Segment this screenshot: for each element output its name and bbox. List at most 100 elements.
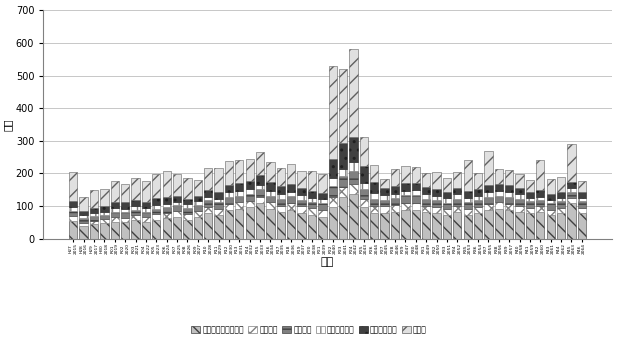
Bar	[391, 198, 399, 205]
Bar	[80, 223, 88, 226]
Bar	[184, 214, 192, 220]
Bar	[225, 197, 233, 204]
Bar	[329, 66, 337, 159]
Bar	[381, 206, 389, 213]
Bar	[132, 200, 140, 206]
Bar	[297, 195, 306, 199]
Bar	[567, 182, 575, 188]
Bar	[494, 196, 503, 203]
Bar	[318, 204, 326, 210]
Y-axis label: 億円: 億円	[3, 118, 13, 131]
Bar	[287, 196, 295, 203]
Bar	[536, 212, 544, 239]
Bar	[329, 178, 337, 186]
Bar	[433, 173, 441, 189]
Bar	[173, 202, 181, 205]
Bar	[401, 191, 410, 195]
Bar	[360, 207, 368, 239]
Bar	[173, 211, 181, 217]
Bar	[391, 168, 399, 186]
Bar	[121, 212, 129, 218]
Bar	[214, 168, 222, 192]
Bar	[578, 202, 586, 208]
Bar	[277, 167, 285, 187]
Bar	[80, 226, 88, 239]
Bar	[422, 212, 430, 239]
Bar	[494, 191, 503, 196]
Bar	[297, 199, 306, 206]
Bar	[526, 202, 534, 208]
Bar	[474, 207, 482, 213]
Bar	[69, 211, 77, 216]
Bar	[266, 209, 274, 239]
Bar	[505, 186, 514, 192]
Bar	[494, 168, 503, 184]
Bar	[474, 213, 482, 239]
Bar	[100, 220, 109, 223]
Bar	[485, 204, 493, 210]
Bar	[401, 195, 410, 203]
Bar	[360, 183, 368, 189]
Bar	[485, 197, 493, 204]
Bar	[546, 179, 555, 194]
Bar	[433, 213, 441, 239]
Bar	[90, 190, 98, 208]
Legend: 小中学校、高等学校, 住宅施設, 集会施設, スポーツ施設, 産業振興施設, その他: 小中学校、高等学校, 住宅施設, 集会施設, スポーツ施設, 産業振興施設, そ…	[188, 322, 430, 337]
Bar	[433, 196, 441, 200]
Bar	[318, 193, 326, 199]
Bar	[132, 178, 140, 200]
Bar	[349, 49, 358, 136]
Bar	[184, 204, 192, 208]
Bar	[193, 180, 202, 196]
Bar	[287, 192, 295, 196]
Bar	[142, 202, 150, 208]
Bar	[100, 189, 109, 206]
Bar	[308, 191, 316, 197]
Bar	[245, 189, 254, 194]
Bar	[536, 206, 544, 212]
Bar	[578, 208, 586, 213]
Bar	[557, 202, 565, 208]
Bar	[297, 171, 306, 188]
Bar	[142, 217, 150, 222]
Bar	[453, 172, 462, 188]
X-axis label: 年度: 年度	[321, 257, 334, 267]
Bar	[339, 188, 347, 197]
Bar	[90, 213, 98, 216]
Bar	[567, 192, 575, 198]
Bar	[546, 210, 555, 215]
Bar	[536, 160, 544, 190]
Bar	[515, 188, 523, 194]
Bar	[69, 172, 77, 201]
Bar	[536, 190, 544, 197]
Bar	[214, 215, 222, 239]
Bar	[80, 218, 88, 223]
Bar	[391, 212, 399, 239]
Bar	[163, 197, 171, 204]
Bar	[453, 206, 462, 212]
Bar	[193, 201, 202, 205]
Bar	[546, 194, 555, 200]
Bar	[204, 207, 213, 213]
Bar	[412, 190, 420, 195]
Bar	[308, 202, 316, 208]
Bar	[329, 207, 337, 239]
Bar	[308, 171, 316, 191]
Bar	[69, 221, 77, 239]
Bar	[111, 208, 119, 212]
Bar	[557, 198, 565, 202]
Bar	[412, 195, 420, 203]
Bar	[225, 161, 233, 184]
Bar	[442, 203, 451, 209]
Bar	[132, 206, 140, 210]
Bar	[256, 152, 265, 175]
Bar	[318, 174, 326, 193]
Bar	[349, 194, 358, 239]
Bar	[173, 217, 181, 239]
Bar	[121, 222, 129, 239]
Bar	[287, 164, 295, 184]
Bar	[100, 215, 109, 220]
Bar	[453, 188, 462, 194]
Bar	[505, 170, 514, 186]
Bar	[225, 204, 233, 210]
